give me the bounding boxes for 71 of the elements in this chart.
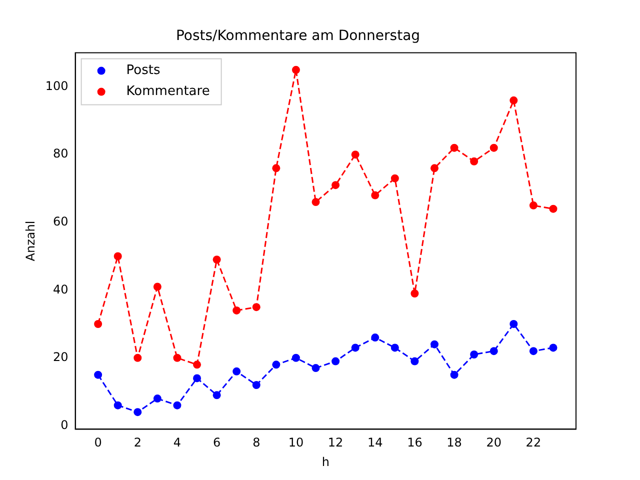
x-tick-label: 10 xyxy=(288,436,304,450)
point xyxy=(114,401,122,410)
y-tick-label: 40 xyxy=(53,282,68,296)
legend-label: Posts xyxy=(126,63,161,78)
point xyxy=(490,144,498,152)
point xyxy=(94,370,102,379)
point xyxy=(450,370,458,379)
point xyxy=(332,357,340,366)
point xyxy=(134,354,142,362)
point xyxy=(332,181,340,190)
point xyxy=(134,408,142,416)
point xyxy=(549,344,558,352)
x-tick-label: 0 xyxy=(94,436,102,450)
point xyxy=(292,354,300,362)
point xyxy=(94,320,102,328)
point xyxy=(212,256,221,264)
y-axis-title: Anzahl xyxy=(23,220,38,262)
chart-title: Posts/Kommentare am Donnerstag xyxy=(176,28,420,44)
point xyxy=(510,96,518,104)
y-tick-label: 20 xyxy=(53,350,68,364)
point xyxy=(252,380,260,389)
point xyxy=(490,347,498,356)
x-axis-title: h xyxy=(322,454,330,469)
point xyxy=(410,290,419,298)
point xyxy=(371,334,380,342)
y-tick-label: 80 xyxy=(53,146,68,161)
x-tick-label: 20 xyxy=(486,436,502,450)
point xyxy=(173,401,182,410)
point xyxy=(232,306,241,314)
point xyxy=(371,191,380,200)
legend-label: Kommentare xyxy=(126,84,210,100)
point xyxy=(212,391,221,400)
y-tick-label: 0 xyxy=(60,418,68,432)
point xyxy=(470,157,478,166)
point xyxy=(114,252,122,260)
point xyxy=(272,164,280,172)
point xyxy=(430,164,438,172)
point xyxy=(529,201,538,210)
x-tick-label: 2 xyxy=(134,436,142,450)
point xyxy=(312,364,320,372)
point xyxy=(173,354,182,362)
x-tick-label: 4 xyxy=(173,436,182,450)
point xyxy=(193,360,202,369)
x-tick-label: 12 xyxy=(328,436,344,450)
point xyxy=(272,360,280,369)
point xyxy=(529,347,538,356)
point xyxy=(252,303,260,312)
x-tick-label: 14 xyxy=(367,436,383,450)
x-tick-label: 18 xyxy=(446,436,462,450)
x-tick-label: 8 xyxy=(252,436,260,450)
y-tick-label: 100 xyxy=(45,78,68,93)
x-tick-label: 22 xyxy=(526,436,542,450)
point xyxy=(390,344,399,352)
point xyxy=(510,320,518,328)
x-tick-label: 6 xyxy=(212,436,221,450)
point xyxy=(390,174,399,182)
x-tick-label: 16 xyxy=(407,436,422,450)
point xyxy=(292,66,300,74)
point xyxy=(312,198,320,206)
point xyxy=(430,340,438,348)
point xyxy=(351,344,360,352)
point xyxy=(470,350,478,358)
point xyxy=(193,374,202,382)
point xyxy=(410,357,419,366)
point xyxy=(153,282,162,291)
point xyxy=(351,150,360,159)
point xyxy=(232,367,241,376)
y-tick-label: 60 xyxy=(53,214,68,228)
point xyxy=(450,144,458,152)
point xyxy=(549,204,558,213)
point xyxy=(153,394,162,403)
